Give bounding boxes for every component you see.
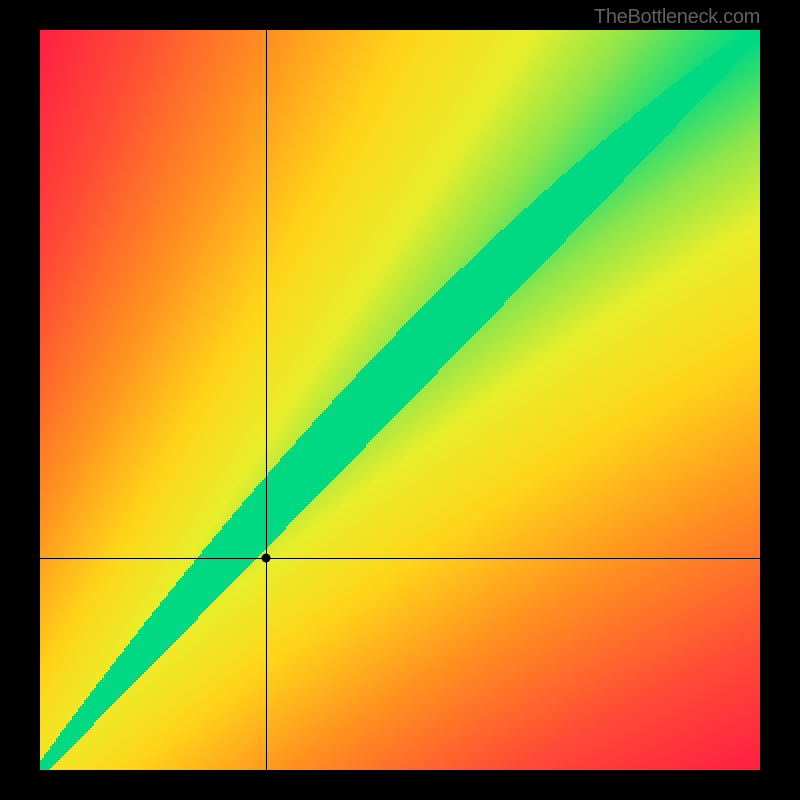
watermark-text: TheBottleneck.com xyxy=(594,6,760,29)
crosshair-marker xyxy=(262,554,271,563)
heatmap-plot xyxy=(40,30,760,770)
crosshair-horizontal xyxy=(40,558,760,559)
heatmap-canvas xyxy=(40,30,760,770)
crosshair-vertical xyxy=(266,30,267,770)
